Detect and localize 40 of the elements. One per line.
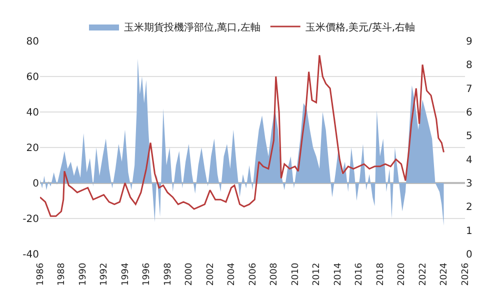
y2-tick-label: 4: [466, 154, 472, 166]
x-tick-label: 2010: [290, 262, 301, 286]
y-tick-label: 60: [26, 72, 39, 83]
y-tick-label: -40: [22, 250, 39, 260]
y2-tick-label: 8: [466, 60, 472, 72]
x-tick-label: 2006: [248, 262, 258, 286]
x-tick-label: 2016: [354, 262, 365, 286]
y-tick-label: 80: [26, 36, 39, 48]
x-tick-label: 1986: [36, 262, 46, 286]
x-tick-label: 2000: [184, 262, 195, 286]
x-tick-label: 2022: [418, 262, 428, 286]
y2-tick-label: 1: [466, 226, 472, 237]
y2-tick-label: 3: [466, 178, 472, 190]
x-tick-label: 2020: [397, 262, 408, 286]
y-tick-label: 0: [32, 178, 39, 190]
x-tick-label: 1990: [78, 262, 88, 286]
y2-tick-label: 9: [466, 36, 472, 48]
legend-label: 玉米期貨投機淨部位,萬口,左軸: [124, 21, 260, 34]
y2-tick-label: 2: [466, 202, 472, 214]
y-tick-label: 40: [26, 108, 39, 118]
x-tick-label: 1988: [57, 262, 68, 286]
y-tick-label: -20: [22, 214, 39, 225]
y2-tick-label: 0: [466, 250, 472, 260]
x-tick-label: 2008: [270, 262, 280, 286]
x-tick-label: 2024: [440, 262, 450, 286]
x-tick-label: 1992: [100, 262, 110, 286]
y2-tick-label: 7: [466, 84, 472, 95]
y-tick-label: 20: [26, 143, 39, 154]
x-tick-label: 1994: [120, 262, 131, 286]
y2-tick-label: 6: [466, 108, 472, 118]
x-tick-label: 2014: [333, 262, 344, 286]
x-tick-label: 2012: [312, 262, 322, 286]
y2-tick-label: 5: [466, 131, 472, 142]
x-tick-label: 1996: [142, 262, 152, 286]
x-tick-label: 2026: [460, 262, 471, 286]
x-tick-label: 2018: [376, 262, 386, 286]
legend-label: 玉米價格,美元/英斗,右軸: [305, 21, 416, 34]
x-tick-label: 2002: [206, 262, 216, 286]
x-tick-label: 2004: [227, 262, 238, 286]
x-tick-label: 1998: [163, 262, 174, 286]
